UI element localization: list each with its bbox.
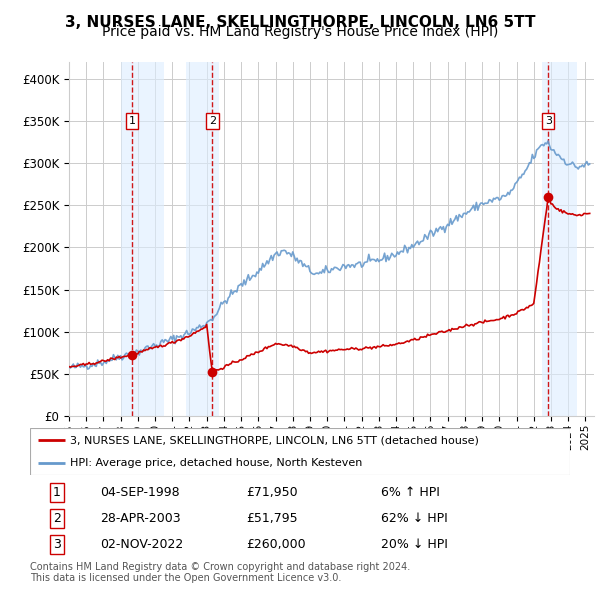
Text: £260,000: £260,000	[246, 538, 305, 551]
Text: Contains HM Land Registry data © Crown copyright and database right 2024.
This d: Contains HM Land Registry data © Crown c…	[30, 562, 410, 584]
Text: 1: 1	[128, 116, 136, 126]
Text: 04-SEP-1998: 04-SEP-1998	[100, 486, 180, 499]
Bar	[121, 62, 164, 416]
Text: £71,950: £71,950	[246, 486, 298, 499]
Text: 3: 3	[53, 538, 61, 551]
Text: 62% ↓ HPI: 62% ↓ HPI	[381, 512, 448, 525]
Text: 02-NOV-2022: 02-NOV-2022	[100, 538, 184, 551]
Text: 3, NURSES LANE, SKELLINGTHORPE, LINCOLN, LN6 5TT (detached house): 3, NURSES LANE, SKELLINGTHORPE, LINCOLN,…	[71, 435, 479, 445]
Text: 28-APR-2003: 28-APR-2003	[100, 512, 181, 525]
Bar	[542, 62, 577, 416]
Bar	[186, 62, 219, 416]
Text: 2: 2	[209, 116, 216, 126]
Text: 1: 1	[53, 486, 61, 499]
Text: HPI: Average price, detached house, North Kesteven: HPI: Average price, detached house, Nort…	[71, 458, 363, 468]
Text: £51,795: £51,795	[246, 512, 298, 525]
Text: 3, NURSES LANE, SKELLINGTHORPE, LINCOLN, LN6 5TT: 3, NURSES LANE, SKELLINGTHORPE, LINCOLN,…	[65, 15, 535, 30]
Text: Price paid vs. HM Land Registry's House Price Index (HPI): Price paid vs. HM Land Registry's House …	[102, 25, 498, 40]
Text: 6% ↑ HPI: 6% ↑ HPI	[381, 486, 440, 499]
Text: 20% ↓ HPI: 20% ↓ HPI	[381, 538, 448, 551]
Text: 3: 3	[545, 116, 552, 126]
Text: 2: 2	[53, 512, 61, 525]
